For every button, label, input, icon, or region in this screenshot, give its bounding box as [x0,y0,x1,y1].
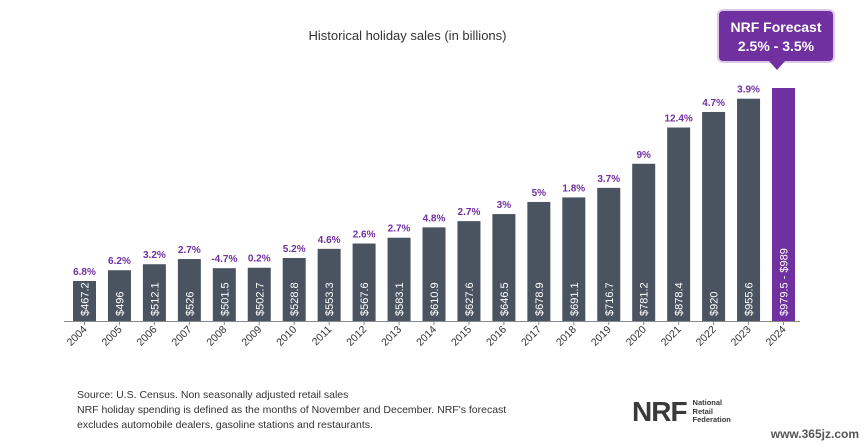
growth-label: 3.7% [597,174,620,185]
bar-value-label: $526 [184,292,196,316]
bar-value-label: $955.6 [744,282,756,316]
bar [457,221,481,321]
x-tick-label: 2007 [169,324,194,349]
bar-value-label: $691.1 [569,282,581,316]
growth-label: 3% [497,200,512,211]
x-tick-label: 2024 [764,324,789,349]
x-tick-label: 2011 [310,324,335,349]
growth-label: -4.7% [211,254,237,265]
bar-value-label: $512.1 [149,282,161,316]
x-tick-label: 2021 [659,324,684,349]
note-line: Source: U.S. Census. Non seasonally adju… [77,389,349,401]
x-tick-label: 2023 [729,324,754,349]
nrf-logo: NRF National Retail Federation [632,396,731,428]
x-tick-label: 2010 [274,324,299,349]
note-line: NRF holiday spending is defined as the m… [77,404,507,416]
bar [282,257,306,321]
bar-value-label: $496 [114,292,126,316]
bar [492,214,516,321]
bar-value-label: $878.4 [674,282,686,316]
bar [73,280,96,321]
bar [177,259,201,321]
bar-value-label: $567.6 [359,282,371,316]
forecast-title: NRF Forecast [730,19,822,35]
x-tick-label: 2018 [554,324,579,349]
bar [317,248,341,321]
growth-label: 2.7% [388,224,411,235]
bar [107,270,131,321]
x-tick-label: 2015 [449,324,474,349]
bar [212,268,236,321]
bar-value-label: $979.5 - $989 [779,248,791,316]
logo-mark: NRF [632,396,688,427]
growth-label: 5% [532,188,547,199]
bar-value-label: $467.2 [80,282,92,316]
x-tick-label: 2020 [624,324,649,349]
x-tick-label: 2008 [204,324,229,349]
bar-value-label: $678.9 [534,282,546,316]
logo-line: National [692,398,723,408]
x-tick-label: 2022 [694,324,719,349]
bar [142,264,166,321]
growth-label: 12.4% [664,114,692,125]
bar-value-label: $610.9 [429,282,441,316]
note-line: excludes automobile dealers, gasoline st… [77,419,373,431]
x-tick-label: 2016 [484,324,509,349]
bar-value-label: $501.5 [219,282,231,316]
growth-label: 4.6% [318,235,341,246]
x-tick-label: 2012 [344,324,369,349]
growth-label: 9% [636,150,651,161]
bar [632,163,656,321]
x-tick-label: 2005 [100,324,125,349]
forecast-range: 2.5% - 3.5% [737,38,815,54]
bar-value-label: $646.5 [499,282,511,316]
bar [422,227,446,321]
bar-value-label: $583.1 [394,282,406,316]
watermark: www.365jz.com [770,427,859,441]
bar [702,111,726,322]
x-tick-label: 2017 [519,324,544,349]
bar [737,98,761,322]
growth-label: 3.2% [143,250,166,261]
x-tick-label: 2013 [379,324,404,349]
bar [352,243,376,321]
growth-label: 2.7% [178,245,201,256]
growth-label: 4.7% [702,98,725,109]
growth-label: 6.2% [108,256,131,267]
x-tick-label: 2019 [589,324,614,349]
bar [562,197,586,321]
bar-value-label: $716.7 [604,282,616,316]
bar-value-label: $781.2 [639,282,651,316]
growth-label: 3.9% [737,85,760,96]
logo-line: Federation [692,415,731,425]
growth-label: 5.2% [283,244,306,255]
bar-value-label: $528.8 [289,282,301,316]
growth-label: 1.8% [562,183,585,194]
growth-label: 0.2% [248,254,271,265]
growth-label: 4.8% [423,213,446,224]
growth-label: 2.6% [353,230,376,241]
bar-value-label: $553.3 [324,282,336,316]
bar [772,88,795,321]
bar [597,187,621,321]
x-tick-label: 2004 [65,324,90,349]
forecast-callout: NRF Forecast 2.5% - 3.5% [717,9,835,70]
growth-label: 6.8% [73,267,96,278]
chart-title: Historical holiday sales (in billions) [308,28,507,43]
bar-value-label: $627.6 [464,282,476,316]
x-tick-label: 2009 [239,324,264,349]
growth-label: 2.7% [458,207,481,218]
logo-subtitle: National Retail Federation [693,399,731,425]
source-notes: Source: U.S. Census. Non seasonally adju… [77,388,506,433]
bar [387,237,411,321]
bar-value-label: $502.7 [254,282,266,316]
bar [667,127,691,321]
x-tick-label: 2006 [135,324,160,349]
logo-line: Retail [692,406,713,416]
bar [247,267,271,321]
x-tick-label: 2014 [414,324,439,349]
bar-value-label: $920 [709,292,721,316]
bar [527,201,551,321]
